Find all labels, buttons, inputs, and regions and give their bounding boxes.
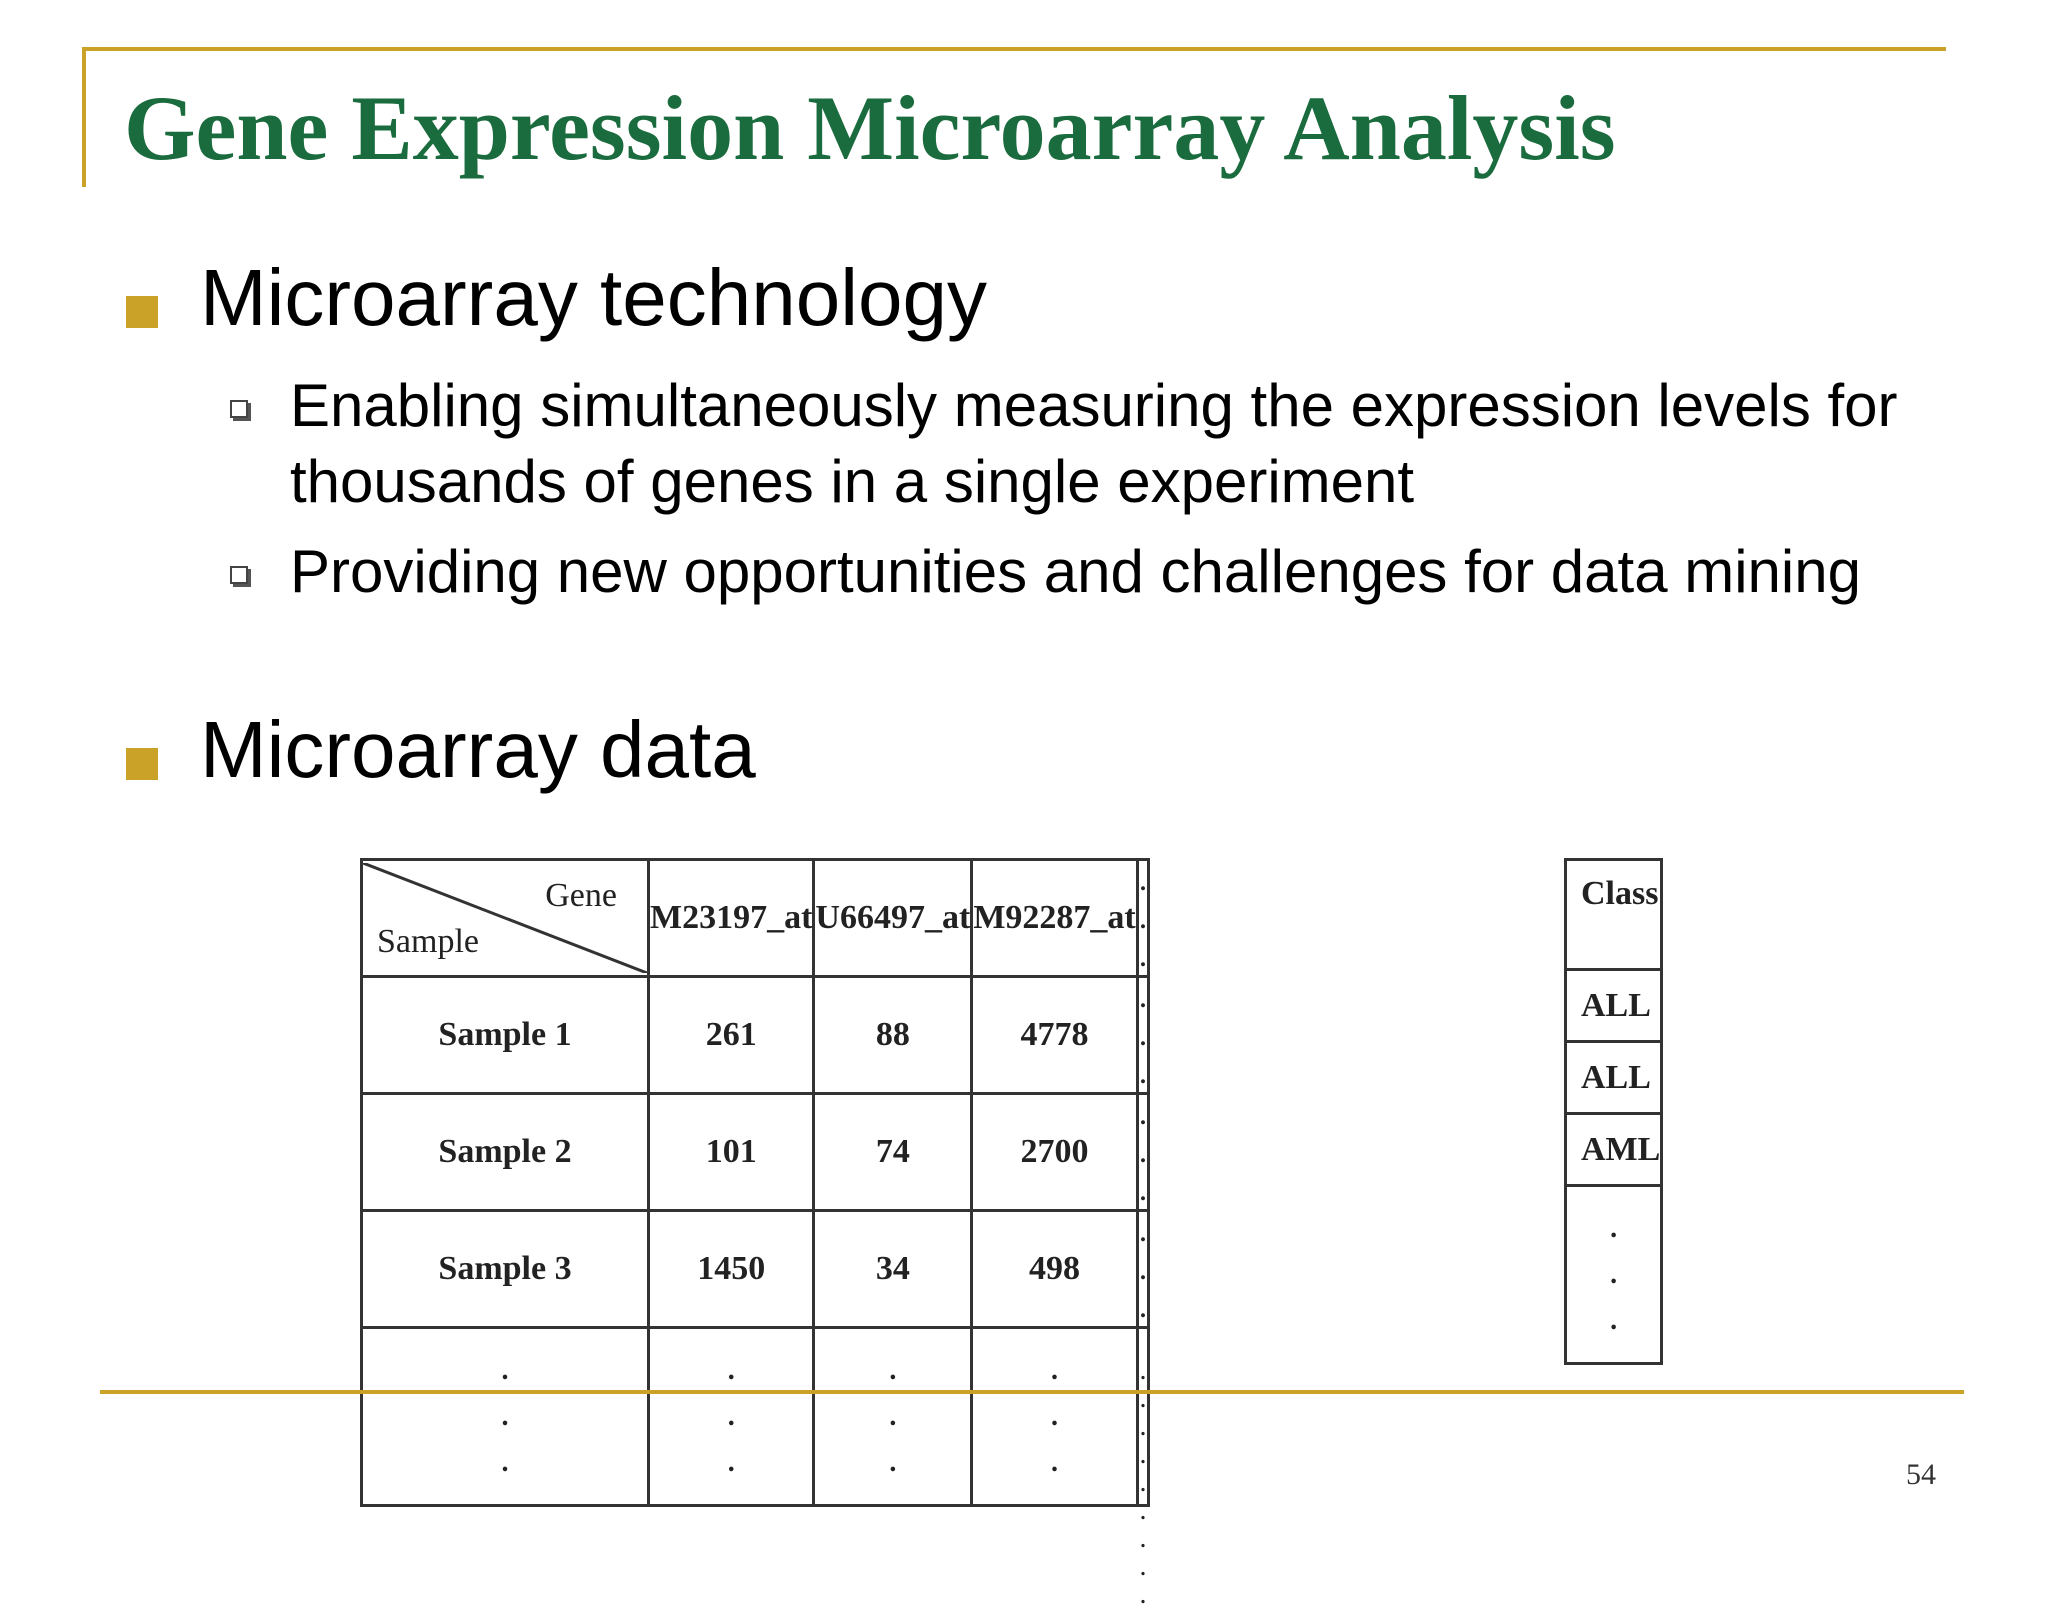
slide-title: Gene Expression Microarray Analysis xyxy=(124,77,1616,179)
class-row: AML xyxy=(1563,1112,1664,1187)
table-cell: 261 xyxy=(646,975,816,1095)
class-header-row: Class xyxy=(1563,858,1664,971)
hollow-square-bullet-icon xyxy=(230,566,248,584)
class-header: Class xyxy=(1563,858,1664,971)
class-ellipsis-row: ... xyxy=(1563,1184,1664,1365)
subbullet-enabling: Enabling simultaneously measuring the ex… xyxy=(290,372,1898,515)
title-rule-left xyxy=(82,47,86,187)
table-row: Sample 3 1450 34 498 . . . xyxy=(360,1209,1151,1329)
expression-table: Gene Sample M23197_at U66497_at M92287_a… xyxy=(360,858,1151,1608)
square-bullet-icon xyxy=(126,296,158,328)
table-cell: 34 xyxy=(812,1209,974,1329)
class-cell: ALL xyxy=(1563,968,1664,1043)
column-header: U66497_at xyxy=(812,858,974,978)
column-header: M23197_at xyxy=(646,858,816,978)
square-bullet-icon xyxy=(126,748,158,780)
table-cell: 1450 xyxy=(646,1209,816,1329)
subbullet-providing: Providing new opportunities and challeng… xyxy=(290,538,1861,605)
bullet-microarray-technology: Microarray technology xyxy=(200,253,987,342)
page-number: 54 xyxy=(1906,1458,1936,1491)
table-cell: 88 xyxy=(812,975,974,1095)
class-cell: AML xyxy=(1563,1112,1664,1187)
table-cell: 2700 xyxy=(970,1092,1139,1212)
table-header-row: Gene Sample M23197_at U66497_at M92287_a… xyxy=(360,858,1151,978)
class-row: ALL xyxy=(1563,1040,1664,1115)
table-row: Sample 1 261 88 4778 . . . xyxy=(360,975,1151,1095)
row-label: Sample 1 xyxy=(360,975,650,1095)
bullet-microarray-data: Microarray data xyxy=(200,705,756,794)
table-ellipsis-row: ... ... ... ... . . .. . .. . . xyxy=(360,1326,1151,1608)
table-cell: 498 xyxy=(970,1209,1139,1329)
class-row: ALL xyxy=(1563,968,1664,1043)
diagonal-divider xyxy=(363,863,647,973)
class-table: Class ALL ALL AML ... xyxy=(1563,858,1664,1365)
row-label: Sample 3 xyxy=(360,1209,650,1329)
hollow-square-bullet-icon xyxy=(230,400,248,418)
bottom-rule xyxy=(100,1390,1964,1394)
class-cell: ALL xyxy=(1563,1040,1664,1115)
table-cell: 101 xyxy=(646,1092,816,1212)
row-label: Sample 2 xyxy=(360,1092,650,1212)
column-header: M92287_at xyxy=(970,858,1139,978)
corner-sample-label: Sample xyxy=(377,923,479,960)
table-cell: . . . xyxy=(1135,1092,1151,1212)
column-header: . . . xyxy=(1135,858,1151,978)
ellipsis-cell: ... xyxy=(812,1326,974,1507)
table-cell: . . . xyxy=(1135,1209,1151,1329)
title-rule-top xyxy=(82,47,1946,51)
table-cell: . . . xyxy=(1135,975,1151,1095)
corner-cell: Gene Sample xyxy=(360,858,650,978)
table-cell: 74 xyxy=(812,1092,974,1212)
ellipsis-cell: ... xyxy=(646,1326,816,1507)
ellipsis-cell: . . .. . .. . . xyxy=(1135,1326,1151,1608)
ellipsis-cell: ... xyxy=(1563,1184,1664,1365)
ellipsis-cell: ... xyxy=(970,1326,1139,1507)
table-cell: 4778 xyxy=(970,975,1139,1095)
ellipsis-cell: ... xyxy=(360,1326,650,1507)
corner-gene-label: Gene xyxy=(545,877,617,914)
table-row: Sample 2 101 74 2700 . . . xyxy=(360,1092,1151,1212)
